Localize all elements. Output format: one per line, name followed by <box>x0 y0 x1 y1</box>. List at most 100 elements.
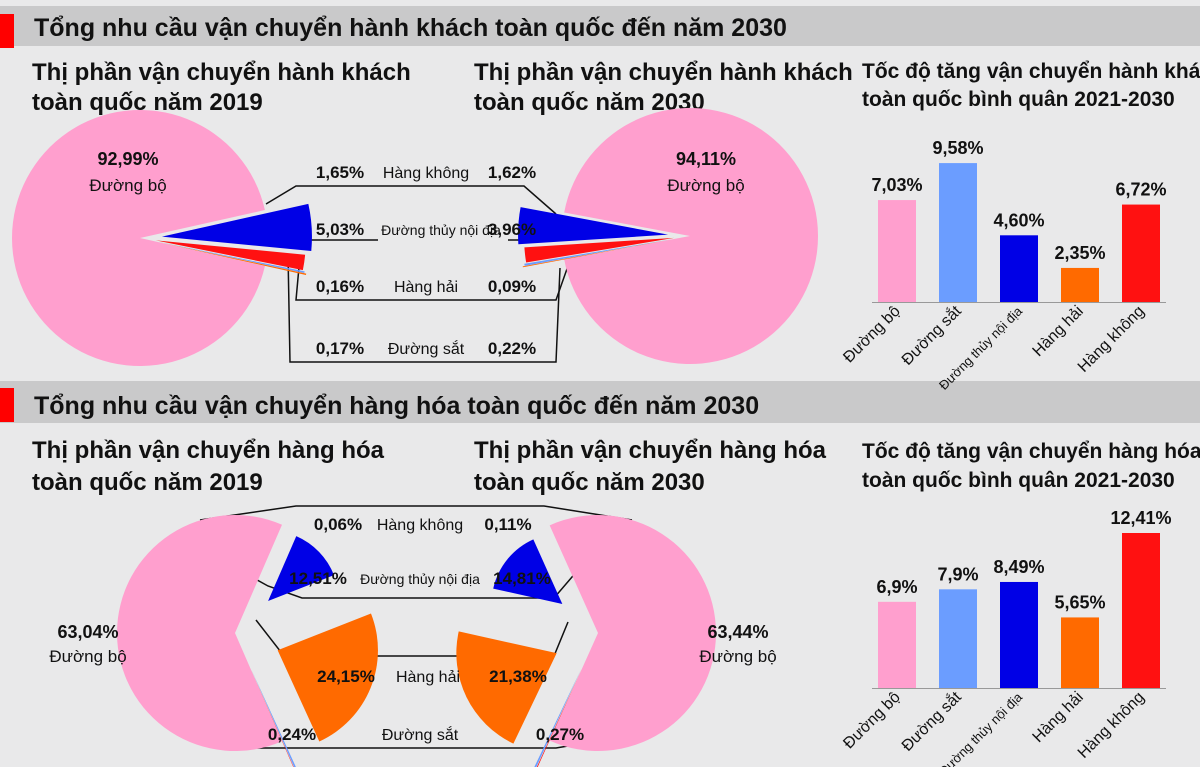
freight-growth-value-inland: 8,49% <box>993 557 1044 577</box>
freight-growth-bar-inland <box>1000 581 1038 688</box>
freight-sea-2030: 21,38% <box>489 667 547 686</box>
freight-connector-air <box>199 505 633 521</box>
passenger-rail-mode: Đường sắt <box>388 339 465 358</box>
freight-growth-bar-road <box>878 601 916 688</box>
passenger-2019-road-value: 92,99% <box>97 149 158 169</box>
passenger-growth-category-sea: Hàng hải <box>1030 303 1087 360</box>
freight-2030-title-line1: Thị phần vận chuyển hàng hóa <box>474 437 827 464</box>
freight-growth-category-road: Đường bộ <box>840 689 904 753</box>
pie-charts <box>12 107 819 767</box>
passenger-growth-bar-air <box>1122 204 1160 302</box>
passenger-growth-category-rail: Đường sắt <box>897 301 965 369</box>
freight-inland-2030: 14,81% <box>493 569 551 588</box>
passenger-2030-slice-road <box>564 107 819 364</box>
passenger-2019-road-label: Đường bộ <box>89 176 166 195</box>
passenger-2019-slice-road <box>12 109 265 366</box>
passenger-growth-value-road: 7,03% <box>871 175 922 195</box>
freight-growth-bar-sea <box>1061 617 1099 688</box>
freight-sea-mode: Hàng hải <box>396 669 460 686</box>
freight-growth-value-sea: 5,65% <box>1054 592 1105 612</box>
passenger-2030-slice-inland <box>518 207 669 245</box>
passenger-inland-mode: Đường thủy nội địa <box>381 222 501 238</box>
freight-growth-bar-rail <box>939 589 977 688</box>
freight-rail-2030: 0,27% <box>536 725 584 744</box>
freight-2019-slice-air <box>250 667 294 767</box>
freight-rail-2019: 0,24% <box>268 725 316 744</box>
freight-growth-title-line1: Tốc độ tăng vận chuyển hàng hóa <box>862 440 1200 463</box>
passenger-2019-slice-air <box>155 240 306 271</box>
freight-header-title: Tổng nhu cầu vận chuyển hàng hóa toàn qu… <box>34 392 759 420</box>
freight-growth-bar-air <box>1122 533 1160 688</box>
freight-air-mode: Hàng không <box>377 517 463 534</box>
freight-2019-slice-inland <box>268 536 334 602</box>
freight-rail-mode: Đường sắt <box>382 725 459 744</box>
passenger-connector-rail <box>287 253 561 363</box>
freight-2030-title-line2: toàn quốc năm 2030 <box>474 469 705 496</box>
freight-inland-mode: Đường thủy nội địa <box>360 571 480 587</box>
freight-air-2019: 0,06% <box>314 515 362 534</box>
freight-air-2030: 0,11% <box>484 515 531 534</box>
freight-2019-slice-sea <box>277 613 378 742</box>
passenger-header-title: Tổng nhu cầu vận chuyển hành khách toàn … <box>34 14 787 42</box>
passenger-growth-bar-inland <box>1000 235 1038 302</box>
freight-growth-category-sea: Hàng hải <box>1030 689 1087 746</box>
passenger-growth-category-road: Đường bộ <box>840 303 904 367</box>
passenger-growth-title-line2: toàn quốc bình quân 2021-2030 <box>862 88 1175 111</box>
passenger-growth-value-sea: 2,35% <box>1054 243 1105 263</box>
passenger-header-band <box>0 6 1200 46</box>
passenger-connector-air <box>265 185 557 215</box>
freight-growth-value-air: 12,41% <box>1110 508 1171 528</box>
passenger-growth-value-rail: 9,58% <box>932 138 983 158</box>
freight-2019-road-label: Đường bộ <box>49 647 126 666</box>
passenger-2030-slice-sea <box>522 239 671 268</box>
freight-2030-road-value: 63,44% <box>707 622 768 642</box>
freight-growth-value-rail: 7,9% <box>937 564 978 584</box>
freight-connector-sea <box>255 619 569 657</box>
freight-header-accent <box>0 388 14 422</box>
passenger-2030-slice-air <box>524 237 675 263</box>
freight-inland-2019: 12,51% <box>289 569 347 588</box>
freight-sea-2019: 24,15% <box>317 667 375 686</box>
passenger-air-mode: Hàng không <box>383 165 469 182</box>
freight-growth-category-rail: Đường sắt <box>897 687 965 755</box>
passenger-sea-2030: 0,09% <box>488 277 536 296</box>
passenger-sea-2019: 0,16% <box>316 277 364 296</box>
passenger-inland-2019: 5,03% <box>316 220 364 239</box>
freight-2019-road-value: 63,04% <box>57 622 118 642</box>
passenger-connector-sea <box>295 255 569 301</box>
freight-2030-slice-sea <box>456 631 557 744</box>
passenger-growth-value-air: 6,72% <box>1115 180 1166 200</box>
passenger-growth-bar-sea <box>1061 267 1099 303</box>
passenger-2030-slice-rail <box>524 239 673 266</box>
freight-2019-slice-road <box>117 514 282 752</box>
passenger-sea-mode: Hàng hải <box>394 279 458 296</box>
passenger-header-accent <box>0 14 14 48</box>
freight-2030-slice-rail <box>534 669 582 767</box>
freight-growth-title-line2: toàn quốc bình quân 2021-2030 <box>862 469 1175 492</box>
freight-2030-slice-road <box>549 515 716 751</box>
freight-2030-slice-air <box>536 667 583 767</box>
passenger-inland-2030: 3,96% <box>488 220 536 239</box>
passenger-2030-road-label: Đường bộ <box>667 176 744 195</box>
freight-2019-title-line1: Thị phần vận chuyển hàng hóa <box>32 437 385 464</box>
passenger-air-2019: 1,65% <box>316 163 364 182</box>
passenger-rail-2030: 0,22% <box>488 339 536 358</box>
freight-header-band <box>0 381 1200 423</box>
freight-2030-slice-inland <box>493 539 563 604</box>
passenger-2019-slice-rail <box>157 241 305 273</box>
passenger-growth-title-line1: Tốc độ tăng vận chuyển hành khách <box>862 60 1200 83</box>
passenger-2019-slice-inland <box>161 203 312 251</box>
passenger-2019-title-line1: Thị phần vận chuyển hành khách <box>32 59 411 86</box>
freight-2019-slice-rail <box>251 669 296 767</box>
passenger-air-2030: 1,62% <box>488 163 536 182</box>
freight-growth-value-road: 6,9% <box>876 577 917 597</box>
passenger-2030-title-line1: Thị phần vận chuyển hành khách <box>474 59 853 86</box>
passenger-rail-2019: 0,17% <box>316 339 364 358</box>
freight-2019-title-line2: toàn quốc năm 2019 <box>32 469 263 496</box>
passenger-growth-bar-rail <box>939 163 977 302</box>
passenger-2019-slice-sea <box>159 242 307 276</box>
passenger-growth-bar-road <box>878 200 916 302</box>
passenger-growth-value-inland: 4,60% <box>993 210 1044 230</box>
